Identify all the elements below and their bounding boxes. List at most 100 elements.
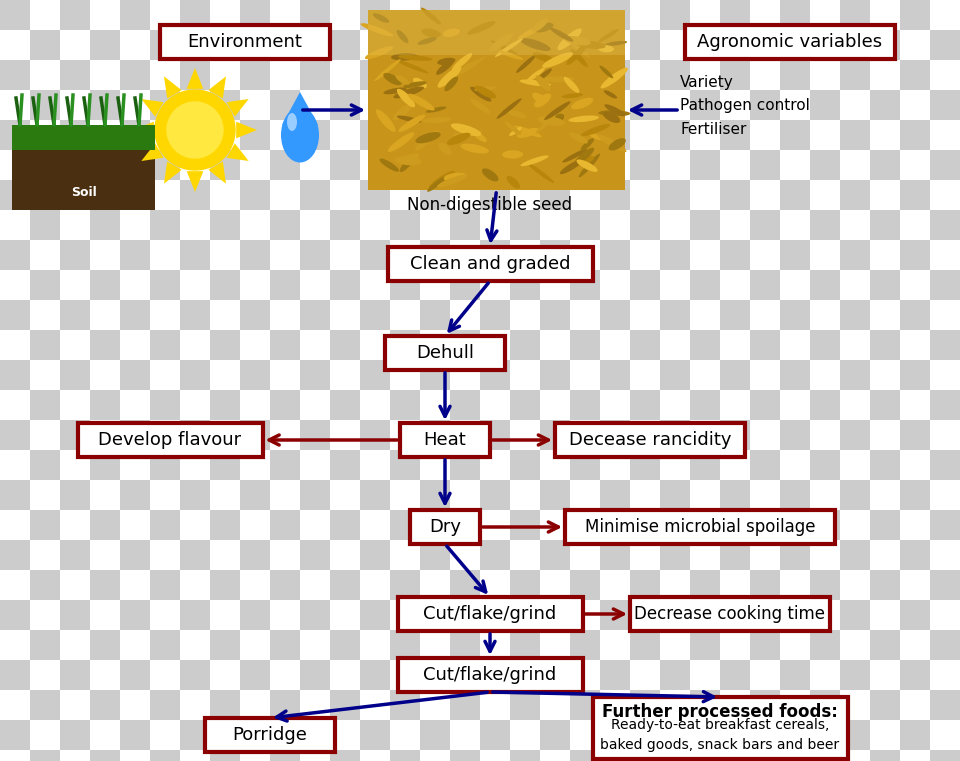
Bar — [690, 210, 720, 240]
Bar — [810, 240, 840, 270]
Ellipse shape — [408, 94, 435, 110]
Bar — [630, 360, 660, 390]
Bar — [690, 120, 720, 150]
Ellipse shape — [536, 75, 551, 91]
Bar — [540, 180, 570, 210]
Bar — [720, 330, 750, 360]
Bar — [450, 600, 480, 630]
Bar — [570, 150, 600, 180]
Bar — [210, 570, 240, 600]
Bar — [300, 750, 330, 761]
Bar — [840, 540, 870, 570]
Ellipse shape — [374, 59, 401, 81]
Bar — [30, 390, 60, 420]
Bar — [60, 540, 90, 570]
Bar — [540, 660, 570, 690]
Bar — [720, 540, 750, 570]
Bar — [840, 90, 870, 120]
Bar — [420, 720, 450, 750]
Bar — [540, 270, 570, 300]
Bar — [240, 30, 270, 60]
Bar — [930, 720, 960, 750]
Bar — [630, 600, 660, 630]
Bar — [390, 450, 420, 480]
Bar — [840, 420, 870, 450]
Bar — [90, 420, 120, 450]
Bar — [720, 0, 750, 30]
Ellipse shape — [416, 132, 441, 143]
Bar — [240, 360, 270, 390]
Bar — [540, 390, 570, 420]
Bar — [480, 450, 510, 480]
Bar — [540, 60, 570, 90]
Bar — [540, 540, 570, 570]
Bar — [540, 630, 570, 660]
Ellipse shape — [403, 81, 426, 88]
Bar — [360, 330, 390, 360]
Bar — [90, 630, 120, 660]
Bar — [870, 270, 900, 300]
Bar — [90, 360, 120, 390]
Polygon shape — [282, 92, 318, 125]
Bar — [600, 360, 630, 390]
Bar — [900, 600, 930, 630]
Bar — [450, 30, 480, 60]
Bar — [300, 120, 330, 150]
Ellipse shape — [398, 55, 432, 61]
Ellipse shape — [395, 156, 421, 165]
Bar — [270, 390, 300, 420]
Bar — [630, 630, 660, 660]
Bar — [420, 240, 450, 270]
Bar — [750, 30, 780, 60]
Bar — [270, 750, 300, 761]
Bar — [240, 750, 270, 761]
Bar — [750, 270, 780, 300]
Bar — [930, 240, 960, 270]
Bar — [750, 660, 780, 690]
Bar — [300, 540, 330, 570]
Bar — [450, 210, 480, 240]
FancyBboxPatch shape — [78, 423, 262, 457]
Ellipse shape — [527, 163, 554, 183]
Polygon shape — [133, 122, 154, 139]
Bar — [720, 660, 750, 690]
Bar — [300, 180, 330, 210]
Bar — [30, 300, 60, 330]
Bar — [60, 30, 90, 60]
Ellipse shape — [376, 110, 396, 132]
Bar — [30, 60, 60, 90]
Bar — [780, 30, 810, 60]
Bar — [720, 630, 750, 660]
Bar — [600, 150, 630, 180]
Bar — [840, 270, 870, 300]
Text: Environment: Environment — [187, 33, 302, 51]
Bar — [60, 180, 90, 210]
Polygon shape — [186, 171, 204, 192]
Bar — [180, 90, 210, 120]
Ellipse shape — [507, 176, 520, 189]
Bar — [150, 30, 180, 60]
Bar — [630, 660, 660, 690]
Bar — [240, 660, 270, 690]
Ellipse shape — [393, 104, 412, 120]
Bar — [360, 480, 390, 510]
Bar — [810, 30, 840, 60]
Bar — [420, 690, 450, 720]
Bar — [690, 0, 720, 30]
Bar — [270, 210, 300, 240]
Bar — [360, 420, 390, 450]
Bar — [900, 660, 930, 690]
Bar — [660, 600, 690, 630]
Ellipse shape — [383, 73, 401, 85]
Ellipse shape — [468, 21, 495, 34]
Bar — [30, 570, 60, 600]
Bar — [600, 600, 630, 630]
Bar — [120, 480, 150, 510]
Bar — [60, 630, 90, 660]
Bar — [90, 240, 120, 270]
Bar — [570, 480, 600, 510]
Bar — [930, 540, 960, 570]
Bar — [720, 690, 750, 720]
Bar — [180, 30, 210, 60]
Bar — [870, 690, 900, 720]
